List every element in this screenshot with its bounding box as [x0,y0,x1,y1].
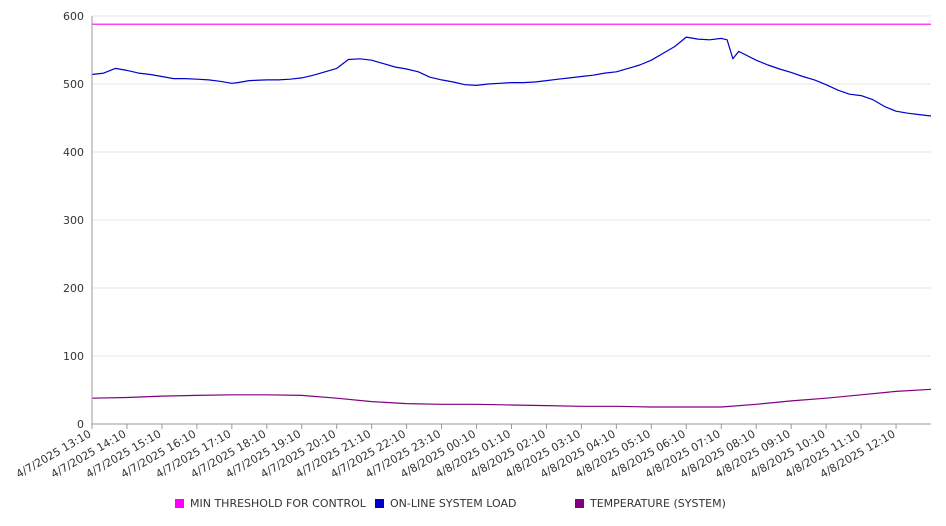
legend-item-min-threshold[interactable]: MIN THRESHOLD FOR CONTROL [175,497,366,510]
series-lines [91,23,932,408]
y-tick-label: 200 [63,282,84,295]
y-tick-label: 0 [77,418,84,431]
legend: MIN THRESHOLD FOR CONTROL ON-LINE SYSTEM… [0,497,946,515]
legend-swatch [175,499,184,508]
series-line-system-load [91,36,932,117]
legend-label: MIN THRESHOLD FOR CONTROL [190,497,366,510]
legend-swatch [575,499,584,508]
y-tick-label: 100 [63,350,84,363]
y-tick-label: 300 [63,214,84,227]
legend-label: TEMPERATURE (SYSTEM) [590,497,726,510]
legend-item-system-load[interactable]: ON-LINE SYSTEM LOAD [375,497,516,510]
legend-label: ON-LINE SYSTEM LOAD [390,497,517,510]
x-axis-ticks: 4/7/2025 13:104/7/2025 14:104/7/2025 15:… [14,424,898,481]
series-line-temperature [91,388,932,408]
legend-item-temperature[interactable]: TEMPERATURE (SYSTEM) [575,497,726,510]
legend-swatch [375,499,384,508]
y-tick-label: 600 [63,10,84,23]
y-tick-label: 500 [63,78,84,91]
gridlines [92,15,931,425]
y-tick-label: 400 [63,146,84,159]
line-chart: 0 100 200 300 400 500 600 4/7/2025 13:104/7/20… [14,10,932,481]
y-axis-ticks: 0 100 200 300 400 500 600 [63,10,84,431]
